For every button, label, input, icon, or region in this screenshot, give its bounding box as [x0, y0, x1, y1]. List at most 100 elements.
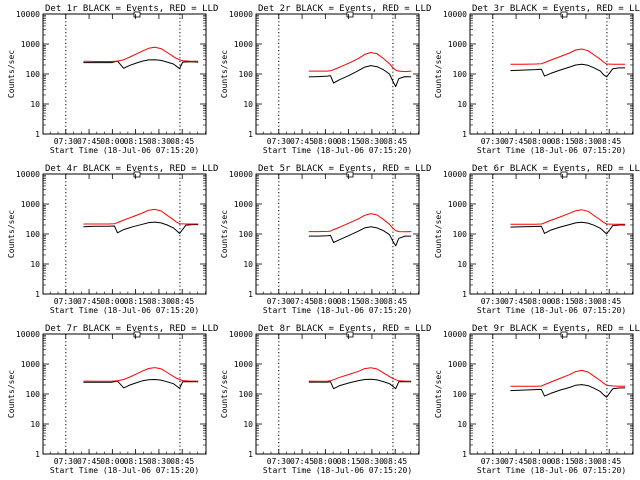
plot-frame: [42, 333, 207, 455]
y-tick-label: 1: [248, 290, 253, 299]
y-tick-label: 100: [239, 70, 254, 79]
x-tick-label: 08:30: [360, 297, 384, 306]
y-tick-label: 1000: [448, 360, 467, 369]
y-tick-label: 10000: [16, 10, 40, 19]
panel-title: Det 2r BLACK = Events, RED = LLD: [258, 4, 431, 14]
x-tick-label: 07:45: [290, 457, 314, 466]
x-tick-label: 08:45: [383, 457, 407, 466]
x-tick-label: 07:45: [504, 137, 528, 146]
series-events-line: [308, 226, 412, 247]
y-tick-label: 1000: [234, 200, 253, 209]
y-axis-title: Counts/sec: [434, 50, 443, 98]
x-tick-label: 08:30: [360, 457, 384, 466]
y-tick-label: 1000: [21, 200, 40, 209]
series-lld-line: [83, 208, 199, 225]
x-tick-label: 08:45: [170, 137, 194, 146]
y-axis-title: Counts/sec: [220, 210, 229, 258]
y-tick-label: 10: [30, 420, 40, 429]
x-tick-label: 08:30: [360, 137, 384, 146]
y-tick-label: 100: [26, 70, 41, 79]
y-tick-label: 1000: [21, 40, 40, 49]
x-axis-title: Start Time (18-Jul-06 07:15:20): [263, 306, 412, 315]
x-tick-label: 08:00: [313, 457, 337, 466]
x-tick-label: 08:15: [551, 297, 575, 306]
x-tick-label: 08:00: [313, 137, 337, 146]
series-lld-line: [308, 367, 412, 382]
chart-panel-8: Det 8r BLACK = Events, RED = LLD 1 10 100 10…: [220, 324, 431, 475]
y-tick-label: 10: [457, 100, 467, 109]
y-tick-label: 100: [26, 230, 41, 239]
plot-frame: [255, 173, 420, 295]
x-tick-label: 08:45: [597, 297, 621, 306]
panel-title: Det 7r BLACK = Events, RED = LLD: [45, 324, 218, 334]
y-tick-label: 1: [35, 290, 40, 299]
x-tick-label: 08:15: [124, 297, 148, 306]
x-tick-label: 08:00: [100, 457, 124, 466]
plot-frame: [469, 173, 634, 295]
x-tick-label: 07:45: [290, 137, 314, 146]
series-events-line: [510, 384, 626, 398]
y-tick-label: 100: [239, 390, 254, 399]
x-tick-label: 07:30: [54, 457, 78, 466]
marker-box: [560, 331, 568, 338]
chart-panel-5: Det 5r BLACK = Events, RED = LLD 1 10 100 10…: [220, 164, 431, 315]
x-axis-title: Start Time (18-Jul-06 07:15:20): [477, 306, 626, 315]
x-tick-label: 07:45: [290, 297, 314, 306]
x-tick-label: 08:15: [337, 137, 361, 146]
x-tick-label: 07:45: [77, 137, 101, 146]
x-tick-label: 08:45: [597, 137, 621, 146]
x-axis-title: Start Time (18-Jul-06 07:15:20): [477, 146, 626, 155]
marker-box: [346, 331, 354, 338]
x-tick-label: 08:15: [124, 457, 148, 466]
plot-frame: [255, 13, 420, 135]
series-lld-line: [83, 367, 199, 382]
y-axis-title: Counts/sec: [7, 210, 16, 258]
series-events-line: [83, 221, 199, 234]
panel-title: Det 6r BLACK = Events, RED = LLD: [472, 164, 640, 174]
x-tick-label: 08:00: [527, 137, 551, 146]
y-tick-label: 10: [30, 260, 40, 269]
x-axis-title: Start Time (18-Jul-06 07:15:20): [263, 466, 412, 475]
y-tick-label: 1: [462, 450, 467, 459]
x-tick-label: 07:30: [481, 297, 505, 306]
y-tick-label: 1: [462, 130, 467, 139]
x-tick-label: 08:00: [100, 137, 124, 146]
x-tick-label: 08:45: [597, 457, 621, 466]
chart-panel-9: Det 9r BLACK = Events, RED = LLD 1 10 100 10…: [434, 324, 640, 475]
y-tick-label: 100: [239, 230, 254, 239]
y-tick-label: 10000: [16, 170, 40, 179]
x-tick-label: 08:15: [124, 137, 148, 146]
x-tick-label: 07:30: [267, 457, 291, 466]
plot-frame: [42, 13, 207, 135]
marker-box: [346, 11, 354, 18]
series-lld-line: [510, 48, 626, 65]
plot-frame: [42, 173, 207, 295]
y-tick-label: 10000: [229, 330, 253, 339]
x-tick-label: 08:15: [551, 137, 575, 146]
y-tick-label: 100: [453, 230, 468, 239]
x-tick-label: 07:30: [54, 137, 78, 146]
y-tick-label: 10: [457, 420, 467, 429]
series-lld-line: [308, 213, 412, 233]
x-tick-label: 07:45: [504, 457, 528, 466]
y-tick-label: 100: [453, 390, 468, 399]
x-tick-label: 07:30: [54, 297, 78, 306]
marker-box: [560, 171, 568, 178]
chart-panel-1: Det 1r BLACK = Events, RED = LLD 1 10 100 10…: [7, 4, 218, 155]
x-tick-label: 08:30: [147, 457, 171, 466]
x-tick-label: 08:45: [170, 457, 194, 466]
y-tick-label: 10000: [229, 170, 253, 179]
y-axis-title: Counts/sec: [7, 370, 16, 418]
marker-box: [346, 171, 354, 178]
series-lld-line: [308, 52, 412, 73]
x-tick-label: 08:00: [527, 457, 551, 466]
x-tick-label: 07:30: [481, 137, 505, 146]
y-tick-label: 10: [243, 260, 253, 269]
x-tick-label: 07:45: [77, 297, 101, 306]
panel-title: Det 8r BLACK = Events, RED = LLD: [258, 324, 431, 334]
chart-panel-6: Det 6r BLACK = Events, RED = LLD 1 10 100 10…: [434, 164, 640, 315]
panel-title: Det 1r BLACK = Events, RED = LLD: [45, 4, 218, 14]
y-tick-label: 10: [457, 260, 467, 269]
series-lld-line: [510, 369, 626, 387]
